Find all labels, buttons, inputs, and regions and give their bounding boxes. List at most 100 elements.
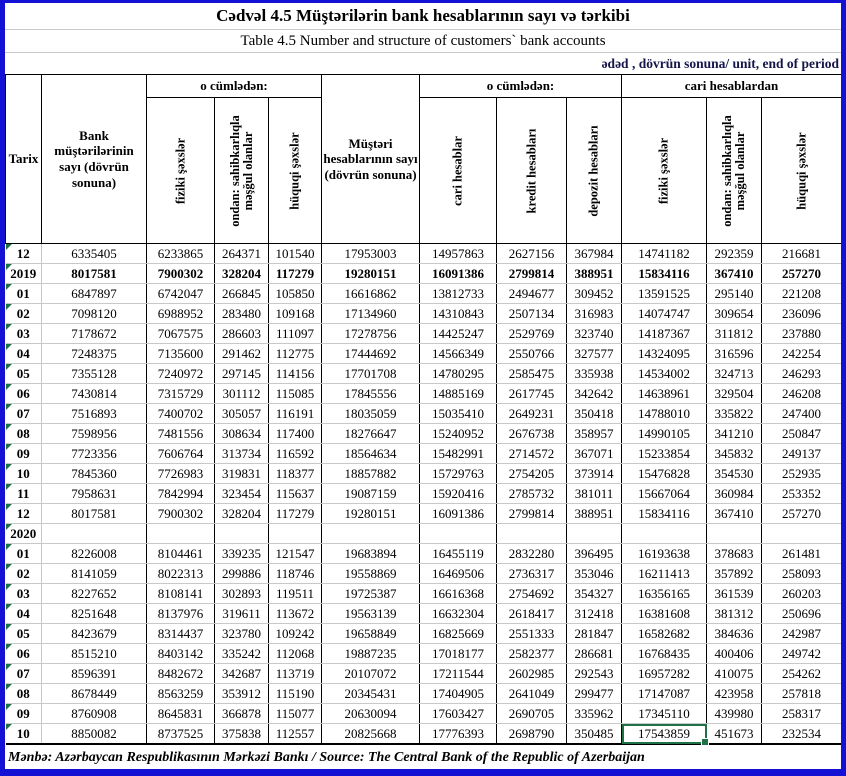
- value-cell[interactable]: 345832: [706, 443, 762, 464]
- value-cell[interactable]: 16582682: [621, 623, 707, 644]
- date-label-cell[interactable]: 01: [5, 543, 42, 564]
- value-cell[interactable]: 2602985: [496, 663, 567, 684]
- value-cell[interactable]: 7178672: [41, 323, 147, 344]
- value-cell[interactable]: 16957282: [621, 663, 707, 684]
- value-cell[interactable]: 7900302: [146, 263, 215, 284]
- value-cell[interactable]: 8017581: [41, 503, 147, 524]
- value-cell[interactable]: 258317: [761, 703, 841, 724]
- value-cell[interactable]: 242254: [761, 343, 841, 364]
- date-label-cell[interactable]: 10: [5, 463, 42, 484]
- value-cell[interactable]: 18035059: [321, 403, 420, 424]
- value-cell[interactable]: 367071: [566, 443, 622, 464]
- value-cell[interactable]: 297145: [214, 363, 269, 384]
- value-cell[interactable]: 384636: [706, 623, 762, 644]
- value-cell[interactable]: [268, 523, 322, 544]
- value-cell[interactable]: 7723356: [41, 443, 147, 464]
- value-cell[interactable]: 316596: [706, 343, 762, 364]
- value-cell[interactable]: 367410: [706, 263, 762, 284]
- value-cell[interactable]: 112775: [268, 343, 322, 364]
- value-cell[interactable]: 2507134: [496, 303, 567, 324]
- value-cell[interactable]: 381312: [706, 603, 762, 624]
- date-label-cell[interactable]: 07: [5, 403, 42, 424]
- date-label-cell[interactable]: 02: [5, 563, 42, 584]
- value-cell[interactable]: 115637: [268, 483, 322, 504]
- value-cell[interactable]: 14187367: [621, 323, 707, 344]
- value-cell[interactable]: 396495: [566, 543, 622, 564]
- value-cell[interactable]: 8737525: [146, 723, 215, 745]
- value-cell[interactable]: 14566349: [419, 343, 497, 364]
- value-cell[interactable]: 115077: [268, 703, 322, 724]
- value-cell[interactable]: 20107072: [321, 663, 420, 684]
- value-cell[interactable]: 7845360: [41, 463, 147, 484]
- value-cell[interactable]: 15834116: [621, 503, 707, 524]
- value-cell[interactable]: 121547: [268, 543, 322, 564]
- fill-handle[interactable]: [701, 738, 709, 746]
- value-cell[interactable]: 292543: [566, 663, 622, 684]
- value-cell[interactable]: 19280151: [321, 263, 420, 284]
- value-cell[interactable]: [761, 523, 841, 544]
- value-cell[interactable]: [321, 523, 420, 544]
- value-cell[interactable]: 7400702: [146, 403, 215, 424]
- value-cell[interactable]: 2799814: [496, 503, 567, 524]
- value-cell[interactable]: 339235: [214, 543, 269, 564]
- value-cell[interactable]: 283480: [214, 303, 269, 324]
- value-cell[interactable]: 18564634: [321, 443, 420, 464]
- value-cell[interactable]: 249742: [761, 643, 841, 664]
- value-cell[interactable]: 14310843: [419, 303, 497, 324]
- value-cell[interactable]: 342642: [566, 383, 622, 404]
- value-cell[interactable]: 388951: [566, 503, 622, 524]
- value-cell[interactable]: 292359: [706, 243, 762, 264]
- value-cell[interactable]: 335822: [706, 403, 762, 424]
- value-cell[interactable]: 7726983: [146, 463, 215, 484]
- value-cell[interactable]: 116592: [268, 443, 322, 464]
- value-cell[interactable]: 17134960: [321, 303, 420, 324]
- value-cell[interactable]: 17953003: [321, 243, 420, 264]
- value-cell[interactable]: 18276647: [321, 423, 420, 444]
- value-cell[interactable]: 8760908: [41, 703, 147, 724]
- value-cell[interactable]: 15476828: [621, 463, 707, 484]
- value-cell[interactable]: 286681: [566, 643, 622, 664]
- value-cell[interactable]: 323454: [214, 483, 269, 504]
- value-cell[interactable]: 16381608: [621, 603, 707, 624]
- value-cell[interactable]: 354327: [566, 583, 622, 604]
- value-cell[interactable]: 342687: [214, 663, 269, 684]
- value-cell[interactable]: 242987: [761, 623, 841, 644]
- value-cell[interactable]: 2754692: [496, 583, 567, 604]
- value-cell[interactable]: 2832280: [496, 543, 567, 564]
- value-cell[interactable]: 17701708: [321, 363, 420, 384]
- value-cell[interactable]: 19280151: [321, 503, 420, 524]
- date-label-cell[interactable]: 09: [5, 443, 42, 464]
- value-cell[interactable]: 2736317: [496, 563, 567, 584]
- date-label-cell[interactable]: 05: [5, 623, 42, 644]
- value-cell[interactable]: 14788010: [621, 403, 707, 424]
- value-cell[interactable]: 8596391: [41, 663, 147, 684]
- value-cell[interactable]: 375838: [214, 723, 269, 745]
- value-cell[interactable]: 7842994: [146, 483, 215, 504]
- value-cell[interactable]: 8850082: [41, 723, 147, 745]
- date-label-cell[interactable]: 09: [5, 703, 42, 724]
- value-cell[interactable]: 8515210: [41, 643, 147, 664]
- value-cell[interactable]: 19658849: [321, 623, 420, 644]
- value-cell[interactable]: 2690705: [496, 703, 567, 724]
- value-cell[interactable]: 2550766: [496, 343, 567, 364]
- date-label-cell[interactable]: 01: [5, 283, 42, 304]
- value-cell[interactable]: 2799814: [496, 263, 567, 284]
- date-label-cell[interactable]: 12: [5, 243, 42, 264]
- value-cell[interactable]: 247400: [761, 403, 841, 424]
- value-cell[interactable]: 410075: [706, 663, 762, 684]
- value-cell[interactable]: 117279: [268, 263, 322, 284]
- value-cell[interactable]: 2551333: [496, 623, 567, 644]
- date-label-cell[interactable]: 08: [5, 683, 42, 704]
- value-cell[interactable]: 101540: [268, 243, 322, 264]
- value-cell[interactable]: 113719: [268, 663, 322, 684]
- value-cell[interactable]: 15729763: [419, 463, 497, 484]
- value-cell[interactable]: 301112: [214, 383, 269, 404]
- value-cell[interactable]: 341210: [706, 423, 762, 444]
- value-cell[interactable]: 14074747: [621, 303, 707, 324]
- value-cell[interactable]: 7355128: [41, 363, 147, 384]
- value-cell[interactable]: 353912: [214, 683, 269, 704]
- value-cell[interactable]: 8017581: [41, 263, 147, 284]
- value-cell[interactable]: 350485: [566, 723, 622, 745]
- value-cell[interactable]: 115190: [268, 683, 322, 704]
- value-cell[interactable]: 373914: [566, 463, 622, 484]
